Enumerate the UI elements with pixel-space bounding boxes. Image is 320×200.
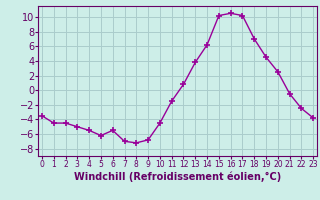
X-axis label: Windchill (Refroidissement éolien,°C): Windchill (Refroidissement éolien,°C) bbox=[74, 172, 281, 182]
